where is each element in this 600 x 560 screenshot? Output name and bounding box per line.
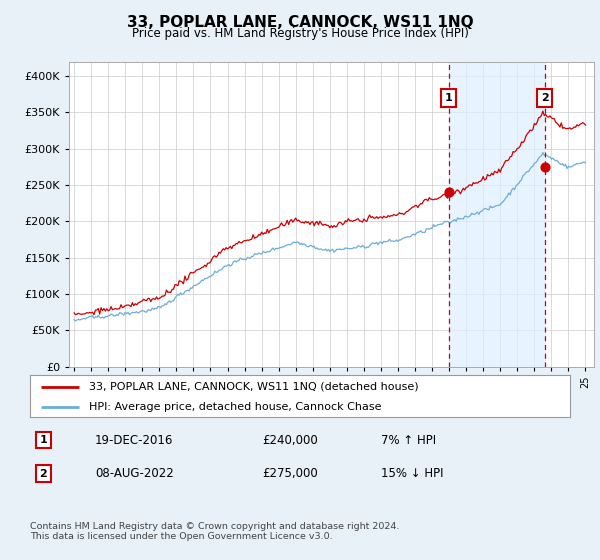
Text: 2: 2 xyxy=(40,469,47,479)
Point xyxy=(444,188,454,197)
Text: 1: 1 xyxy=(40,435,47,445)
Point xyxy=(540,162,550,171)
Text: 33, POPLAR LANE, CANNOCK, WS11 1NQ: 33, POPLAR LANE, CANNOCK, WS11 1NQ xyxy=(127,15,473,30)
Text: 7% ↑ HPI: 7% ↑ HPI xyxy=(381,433,436,446)
Text: 19-DEC-2016: 19-DEC-2016 xyxy=(95,433,173,446)
Text: HPI: Average price, detached house, Cannock Chase: HPI: Average price, detached house, Cann… xyxy=(89,402,382,412)
Text: 08-AUG-2022: 08-AUG-2022 xyxy=(95,467,173,480)
Text: 1: 1 xyxy=(445,93,452,103)
Text: 15% ↓ HPI: 15% ↓ HPI xyxy=(381,467,443,480)
Text: £240,000: £240,000 xyxy=(262,433,318,446)
Text: £275,000: £275,000 xyxy=(262,467,318,480)
Text: Contains HM Land Registry data © Crown copyright and database right 2024.
This d: Contains HM Land Registry data © Crown c… xyxy=(30,522,400,542)
Text: 2: 2 xyxy=(541,93,548,103)
Bar xyxy=(449,62,545,367)
Text: 33, POPLAR LANE, CANNOCK, WS11 1NQ (detached house): 33, POPLAR LANE, CANNOCK, WS11 1NQ (deta… xyxy=(89,382,419,392)
Text: Price paid vs. HM Land Registry's House Price Index (HPI): Price paid vs. HM Land Registry's House … xyxy=(131,27,469,40)
